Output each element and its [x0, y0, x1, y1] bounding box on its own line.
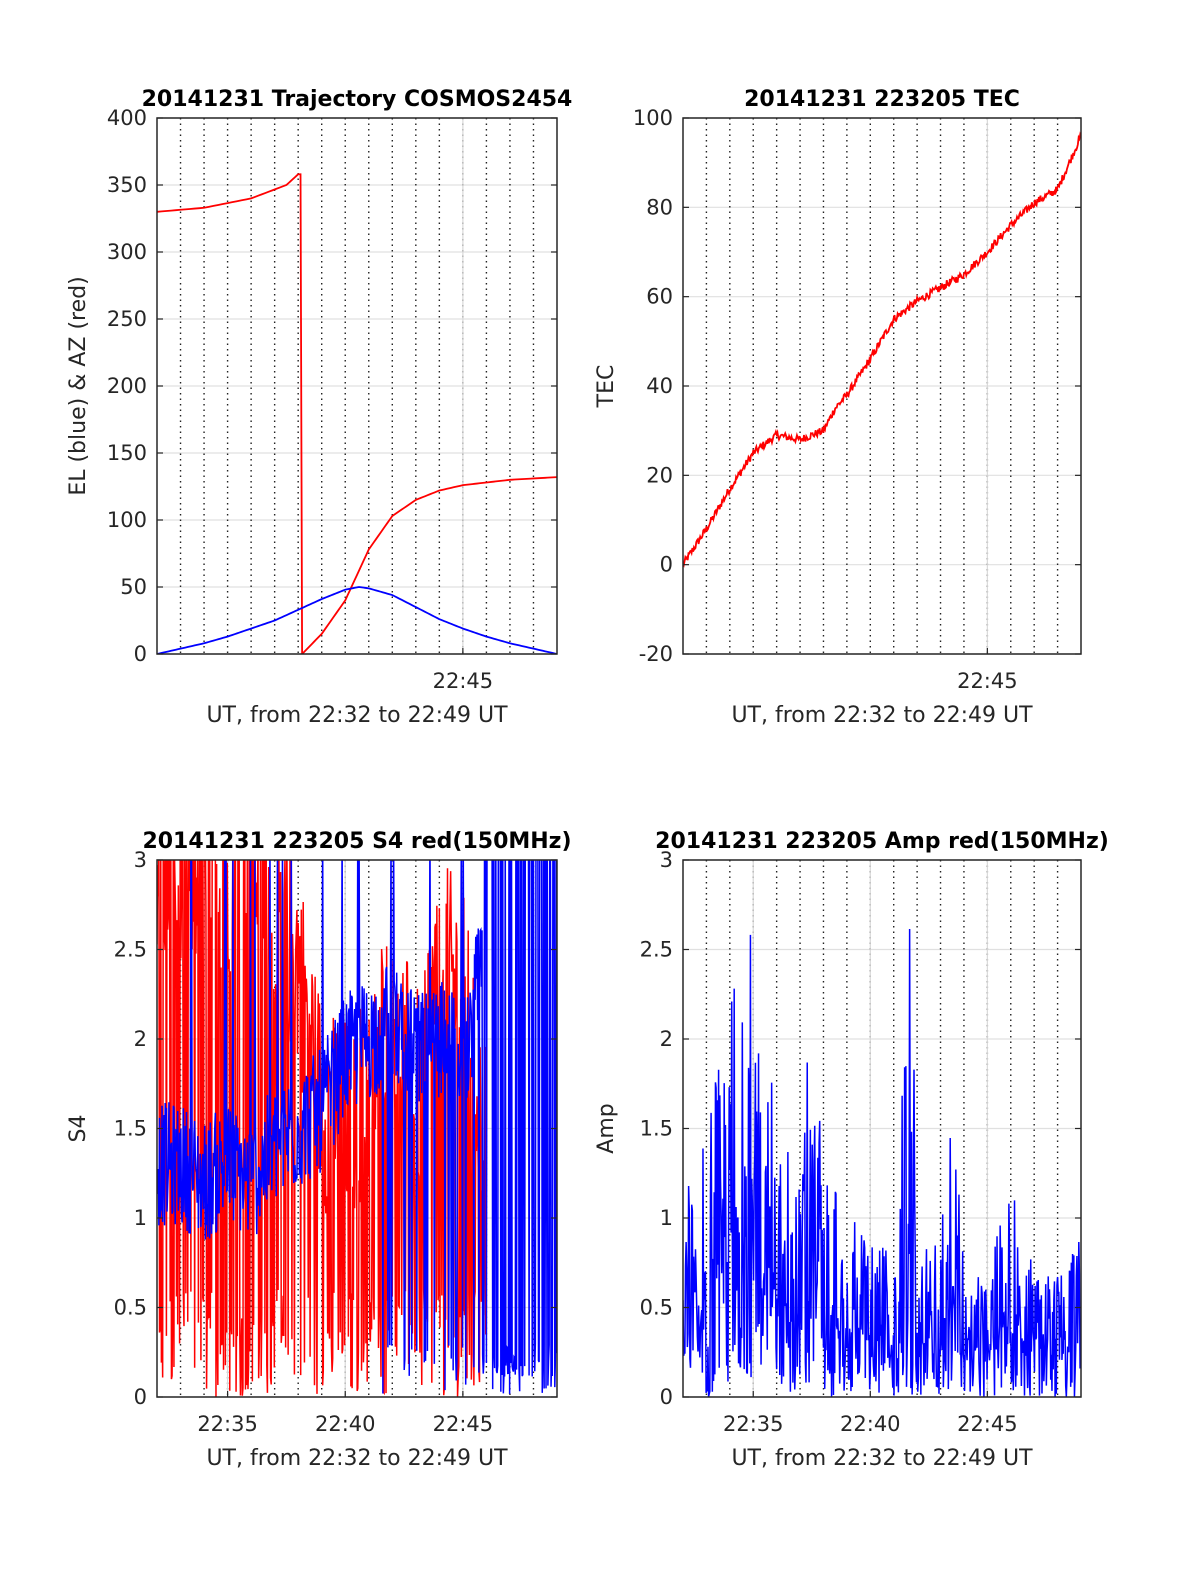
y-tick-label: 0	[134, 1385, 147, 1409]
series-line-2	[157, 860, 557, 1394]
chart-panel-4: 0 0.5 1 1.5 2 2.5 3 22:35 22:40 22:45 20141231 223…	[594, 829, 1109, 1471]
y-tick-label: 60	[646, 285, 673, 309]
y-tick-label: 1	[134, 1206, 147, 1230]
chart-panel-2: -20 0 20 40 60 80 100 22:45 20141231 223205 TEC U…	[594, 87, 1082, 728]
y-axis-label: EL (blue) & AZ (red)	[66, 276, 91, 495]
x-tick-label: 22:40	[840, 1412, 901, 1436]
y-tick-label: 350	[107, 173, 147, 197]
y-tick-label: 20	[646, 463, 673, 487]
series-line-2	[157, 586, 557, 654]
y-tick-label: 100	[633, 106, 673, 130]
y-tick-label: 1.5	[640, 1117, 673, 1141]
series-line-1	[683, 131, 1081, 568]
chart-panel-1: 0 50 100 150 200 250 300 350 400 22:45 20141231 Tr…	[66, 87, 572, 728]
series-line-1	[683, 928, 1081, 1397]
y-tick-label: 0.5	[640, 1296, 673, 1320]
x-axis-label: UT, from 22:32 to 22:49 UT	[731, 1446, 1033, 1471]
y-tick-label: 200	[107, 374, 147, 398]
x-tick-label: 22:45	[433, 1412, 494, 1436]
y-tick-label: 80	[646, 195, 673, 219]
y-tick-label: 400	[107, 106, 147, 130]
x-axis-label: UT, from 22:32 to 22:49 UT	[206, 703, 508, 728]
x-tick-label: 22:45	[957, 1412, 1018, 1436]
series-line-1	[157, 173, 557, 654]
x-axis-label: UT, from 22:32 to 22:49 UT	[731, 703, 1033, 728]
y-tick-label: 3	[134, 848, 147, 872]
y-axis-label: Amp	[594, 1103, 619, 1153]
chart-title: 20141231 Trajectory COSMOS2454	[142, 87, 573, 112]
chart-title: 20141231 223205 S4 red(150MHz)	[142, 829, 571, 854]
y-axis-label: TEC	[594, 365, 619, 409]
x-tick-label: 22:35	[197, 1412, 258, 1436]
chart-title: 20141231 223205 Amp red(150MHz)	[655, 829, 1109, 854]
y-tick-label: 100	[107, 508, 147, 532]
y-tick-label: 40	[646, 374, 673, 398]
y-tick-label: -20	[639, 642, 673, 666]
y-tick-label: 300	[107, 240, 147, 264]
x-axis-label: UT, from 22:32 to 22:49 UT	[206, 1446, 508, 1471]
x-tick-label: 22:45	[957, 669, 1018, 693]
y-tick-label: 1	[660, 1206, 673, 1230]
y-tick-label: 0.5	[114, 1296, 147, 1320]
y-tick-label: 150	[107, 441, 147, 465]
y-tick-label: 1.5	[114, 1117, 147, 1141]
y-tick-label: 0	[134, 642, 147, 666]
y-axis-label: S4	[66, 1115, 91, 1143]
chart-title: 20141231 223205 TEC	[744, 87, 1020, 112]
y-tick-label: 50	[120, 575, 147, 599]
y-tick-label: 2.5	[640, 938, 673, 962]
y-tick-label: 2.5	[114, 938, 147, 962]
chart-panel-3: 0 0.5 1 1.5 2 2.5 3 22:35 22:40 22:45 20141231 223…	[66, 829, 572, 1471]
x-tick-label: 22:35	[723, 1412, 784, 1436]
y-tick-label: 3	[660, 848, 673, 872]
y-tick-label: 250	[107, 307, 147, 331]
y-tick-label: 2	[134, 1027, 147, 1051]
x-tick-label: 22:45	[433, 669, 494, 693]
y-tick-label: 0	[660, 1385, 673, 1409]
x-tick-label: 22:40	[315, 1412, 376, 1436]
y-tick-label: 2	[660, 1027, 673, 1051]
y-tick-label: 0	[660, 553, 673, 577]
